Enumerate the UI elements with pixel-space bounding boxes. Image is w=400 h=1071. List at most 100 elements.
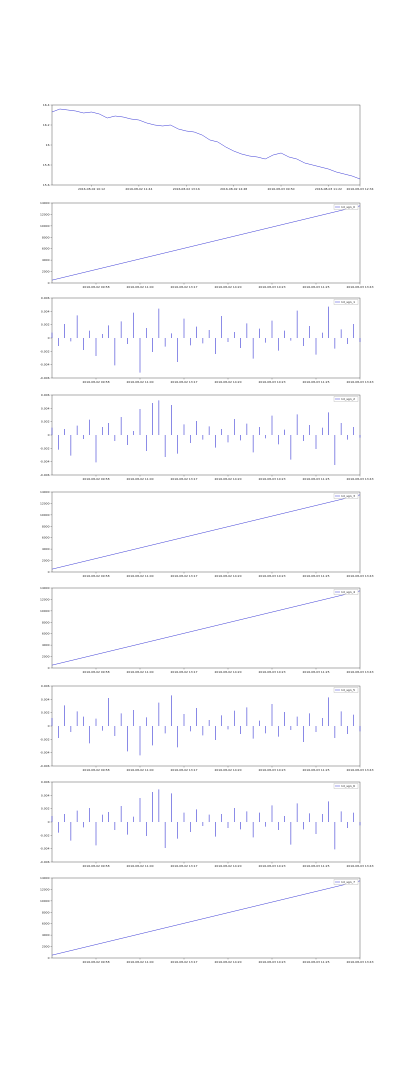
y-tick-label: 2000 [42, 270, 50, 274]
x-tick-label: 2016-08-02 11:00 [126, 960, 153, 964]
y-tick-label: 6000 [42, 536, 50, 540]
y-tick-label: 0.006 [41, 296, 50, 300]
x-tick-label: 2016-08-02 11:44 [125, 187, 152, 191]
y-tick-label: 8000 [42, 620, 50, 624]
x-tick-label: 2016-08-03 09:50 [268, 187, 295, 191]
y-tick-label: 4000 [42, 258, 50, 262]
x-tick-label: 2016-08-02 13:17 [170, 670, 197, 674]
y-tick-label: 2000 [42, 945, 50, 949]
x-tick-label: 2016-08-02 13:17 [170, 477, 197, 481]
y-tick-label: 4000 [42, 643, 50, 647]
y-tick-label: 8000 [42, 235, 50, 239]
y-tick-label: 12000 [40, 212, 50, 216]
y-tick-label: 10000 [40, 224, 50, 228]
x-tick-label: 2016-08-02 13:17 [170, 768, 197, 772]
x-tick-label: 2016-08-03 13:43 [346, 380, 373, 384]
x-tick-label: 2016-08-02 09:58 [82, 380, 109, 384]
y-tick-label: -0.004 [40, 460, 50, 464]
x-tick-label: 2016-08-03 11:25 [302, 864, 329, 868]
x-tick-label: 2016-08-02 14:20 [214, 960, 241, 964]
y-tick-label: 0.004 [41, 309, 50, 313]
legend-label: 1d_sgn_7 [341, 880, 355, 884]
y-tick-label: 2000 [42, 559, 50, 563]
x-tick-label: 2016-08-03 10:23 [258, 670, 285, 674]
y-tick-label: 6000 [42, 247, 50, 251]
x-tick-label: 2016-08-02 13:17 [170, 380, 197, 384]
plot-frame [51, 491, 361, 573]
plot-frame [51, 877, 361, 959]
y-tick-label: 0 [48, 570, 50, 574]
legend-label: 1d_sgn_3 [341, 494, 355, 498]
y-tick-label: 0 [48, 281, 50, 285]
y-tick-label: 14000 [40, 490, 50, 494]
x-tick-label: 2016-08-03 11:22 [315, 187, 342, 191]
y-tick-label: 0.006 [41, 780, 50, 784]
x-tick-label: 2016-08-03 11:25 [302, 960, 329, 964]
legend-box [333, 879, 359, 885]
y-tick-label: 14000 [40, 876, 50, 880]
y-tick-label: -0.002 [40, 737, 50, 741]
y-tick-label: 15.8 [43, 163, 50, 167]
x-tick-label: 2016-08-02 13:17 [170, 864, 197, 868]
data-line [51, 205, 361, 281]
y-tick-label: 15.6 [43, 183, 50, 187]
x-tick-label: 2016-08-02 09:58 [82, 768, 109, 772]
x-tick-label: 2016-08-03 11:25 [302, 768, 329, 772]
plot-frame [51, 297, 361, 379]
x-tick-label: 2016-08-03 13:43 [346, 285, 373, 289]
x-tick-label: 2016-08-02 14:20 [214, 285, 241, 289]
y-tick-label: 16 [46, 143, 50, 147]
y-tick-label: -0.002 [40, 446, 50, 450]
data-line [51, 494, 361, 570]
x-tick-label: 2016-08-02 13:17 [170, 960, 197, 964]
y-tick-label: 0 [48, 724, 50, 728]
x-tick-label: 2016-08-02 14:20 [214, 380, 241, 384]
x-tick-label: 2016-08-02 09:58 [82, 477, 109, 481]
legend-box [333, 204, 359, 210]
y-tick-label: 0 [48, 820, 50, 824]
x-tick-label: 2016-08-02 13:17 [170, 574, 197, 578]
x-tick-label: 2016-08-02 11:00 [126, 670, 153, 674]
y-tick-label: 8000 [42, 524, 50, 528]
x-tick-label: 2016-08-03 10:23 [258, 768, 285, 772]
x-tick-label: 2016-08-03 11:25 [302, 477, 329, 481]
y-tick-label: 12000 [40, 501, 50, 505]
y-tick-label: 0 [48, 433, 50, 437]
plot-frame [51, 104, 361, 186]
y-tick-label: 0.002 [41, 420, 50, 424]
x-tick-label: 2016-08-03 10:23 [258, 477, 285, 481]
y-tick-label: 6000 [42, 922, 50, 926]
y-tick-label: 0.004 [41, 406, 50, 410]
x-tick-label: 2016-08-02 11:00 [126, 574, 153, 578]
x-tick-label: 2016-08-03 10:23 [258, 285, 285, 289]
plot-frame [51, 202, 361, 284]
x-tick-label: 2016-08-02 09:58 [82, 285, 109, 289]
x-tick-label: 2016-08-02 09:58 [82, 574, 109, 578]
y-tick-label: -0.002 [40, 833, 50, 837]
y-tick-label: -0.004 [40, 363, 50, 367]
y-tick-label: 0.006 [41, 684, 50, 688]
x-tick-label: 2016-08-02 09:58 [82, 864, 109, 868]
legend-label: 1d_sgn_6 [341, 784, 355, 788]
x-tick-label: 2016-08-03 13:43 [346, 574, 373, 578]
x-tick-label: 2016-08-03 11:25 [302, 380, 329, 384]
x-tick-label: 2016-08-03 13:43 [346, 670, 373, 674]
y-tick-label: 0.004 [41, 793, 50, 797]
x-tick-label: 2016-08-02 09:58 [82, 670, 109, 674]
x-tick-label: 2016-08-02 14:20 [214, 768, 241, 772]
y-tick-label: 0.006 [41, 393, 50, 397]
y-tick-label: -0.006 [40, 764, 50, 768]
data-line [51, 590, 361, 666]
y-tick-label: 14000 [40, 586, 50, 590]
y-tick-label: -0.006 [40, 473, 50, 477]
y-tick-label: 12000 [40, 597, 50, 601]
y-tick-label: 12000 [40, 887, 50, 891]
data-line [51, 108, 361, 180]
x-tick-label: 2016-08-02 13:16 [173, 187, 200, 191]
x-tick-label: 2016-08-02 14:20 [214, 574, 241, 578]
x-tick-label: 2016-08-03 13:43 [346, 960, 373, 964]
x-tick-label: 2016-08-02 11:00 [126, 864, 153, 868]
y-tick-label: 0.004 [41, 697, 50, 701]
x-tick-label: 2016-08-02 13:17 [170, 285, 197, 289]
